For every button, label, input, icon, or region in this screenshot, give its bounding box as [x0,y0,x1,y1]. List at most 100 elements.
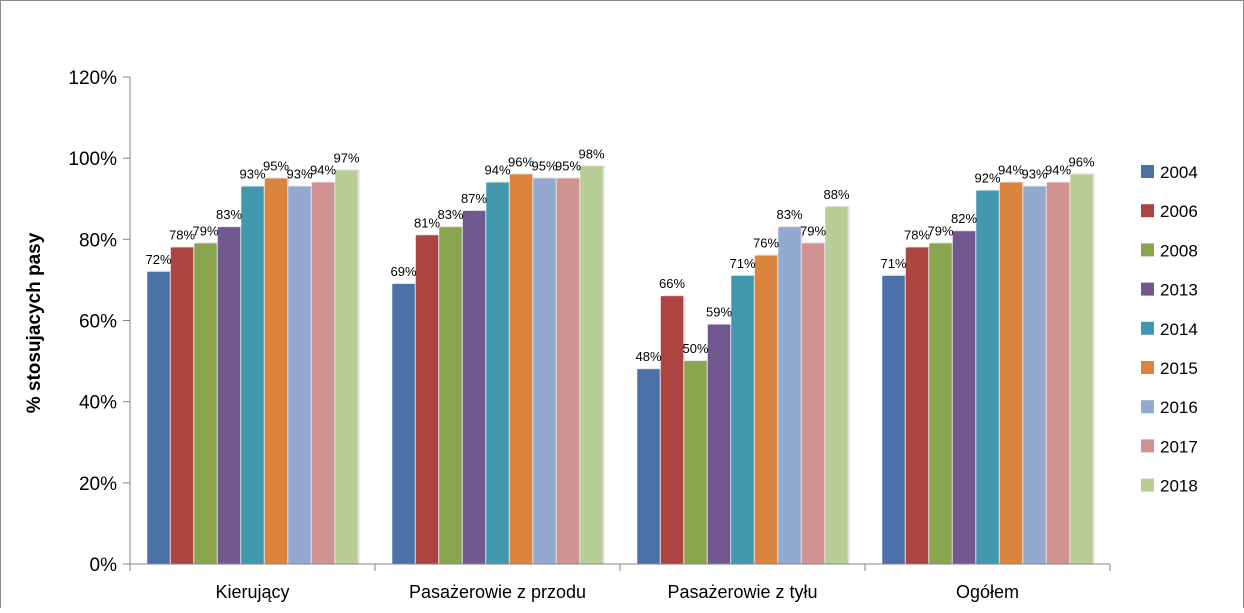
bar-2008 [684,361,707,564]
bar-2006 [905,247,929,564]
bar-value-label: 83% [216,207,242,222]
data-labels: 72%78%79%83%93%95%93%94%97%69%81%83%87%9… [145,146,1094,364]
bar-value-label: 48% [635,349,661,364]
bar-2015 [264,178,288,565]
legend-swatch-2004 [1141,165,1154,178]
bar-value-label: 81% [414,215,440,230]
bar-2017 [311,182,335,564]
legend-swatch-2016 [1141,400,1154,414]
bar-value-label: 69% [390,264,416,279]
bar-value-label: 92% [974,171,1000,186]
bar-2017 [801,243,825,564]
bar-2018 [580,166,603,565]
bar-2017 [1046,182,1070,564]
bar-2015 [999,182,1023,564]
bar-value-label: 93% [239,167,265,182]
bar-2006 [415,235,439,564]
legend-label: 2017 [1160,437,1198,456]
bar-value-label: 87% [461,191,487,206]
bar-series [147,165,1095,565]
bar-2004 [147,271,170,564]
bar-value-label: 95% [263,158,289,173]
bar-value-label: 88% [823,187,849,202]
bar-2004 [392,283,415,564]
y-tick-label: 40% [79,393,117,414]
y-tick-label: 120% [68,68,117,89]
bar-value-label: 78% [169,227,195,242]
bar-2014 [486,182,509,564]
bar-value-label: 97% [333,150,359,165]
legend-label: 2018 [1160,477,1198,496]
legend-label: 2013 [1160,281,1198,300]
x-tick-label: Ogółem [956,582,1019,602]
bar-2004 [637,369,660,564]
legend-swatch-2013 [1141,282,1154,296]
bar-2016 [778,227,801,565]
legend-label: 2004 [1160,163,1198,182]
bar-2016 [1023,186,1046,564]
x-axis: Kierujący Pasażerowie z przodu Pasażerowie… [129,563,1111,602]
bar-value-label: 96% [1068,154,1094,169]
legend-label: 2006 [1160,202,1198,221]
legend: 2004 2006 2008 2013 2014 2015 2016 2017 2018 [1141,163,1198,496]
y-axis-title: % stosujacych pasy [24,232,45,413]
bar-2016 [288,186,311,564]
bar-value-label: 82% [951,211,977,226]
bar-2018 [1070,174,1093,564]
legend-label: 2015 [1160,359,1198,378]
legend-swatch-2017 [1141,439,1154,453]
bar-value-label: 95% [555,158,581,173]
bar-value-label: 76% [753,236,779,251]
legend-swatch-2014 [1141,321,1154,335]
x-tick-label: Pasażerowie z przodu [409,582,586,602]
bar-2013 [952,231,976,564]
bar-2014 [976,190,999,564]
bar-value-label: 94% [310,163,336,178]
bar-value-label: 93% [1021,167,1047,182]
bar-2004 [882,275,905,564]
legend-swatch-2015 [1141,361,1154,374]
bar-value-label: 96% [508,154,534,169]
legend-label: 2014 [1160,320,1198,339]
bar-2006 [170,247,194,564]
bar-value-label: 72% [145,252,171,267]
bar-value-label: 79% [927,223,953,238]
bar-2015 [509,174,533,564]
bar-value-label: 93% [286,167,312,182]
y-tick-label: 20% [79,474,117,495]
bar-value-label: 78% [904,227,930,242]
bar-value-label: 50% [682,341,708,356]
y-tick-label: 60% [79,312,117,333]
y-axis-ticks: 0% 20% 40% 60% 80% 100% 120% [68,68,131,576]
bar-2017 [556,178,580,565]
bar-2015 [754,255,778,565]
bar-2013 [707,324,731,564]
bar-2014 [241,186,264,564]
bar-value-label: 59% [706,305,732,320]
bar-2016 [533,178,556,565]
bar-value-label: 71% [880,256,906,271]
bar-2013 [462,210,486,565]
x-tick-label: Pasażerowie z tyłu [667,582,817,602]
legend-swatch-2008 [1141,243,1154,257]
bar-2013 [217,227,241,565]
bar-value-label: 94% [1045,163,1071,178]
bar-2018 [825,206,848,564]
legend-label: 2008 [1160,241,1198,260]
bar-2014 [731,275,754,564]
y-tick-label: 0% [90,555,118,576]
bar-value-label: 94% [484,163,510,178]
bar-2008 [929,243,952,564]
bar-2006 [660,296,684,564]
bar-2008 [439,227,462,565]
y-tick-label: 100% [68,149,117,170]
legend-swatch-2006 [1141,204,1154,218]
bar-value-label: 66% [659,276,685,291]
bar-value-label: 79% [800,223,826,238]
bar-2018 [335,170,358,564]
legend-swatch-2018 [1141,478,1154,492]
bar-value-label: 94% [998,163,1024,178]
bar-value-label: 98% [578,146,604,161]
